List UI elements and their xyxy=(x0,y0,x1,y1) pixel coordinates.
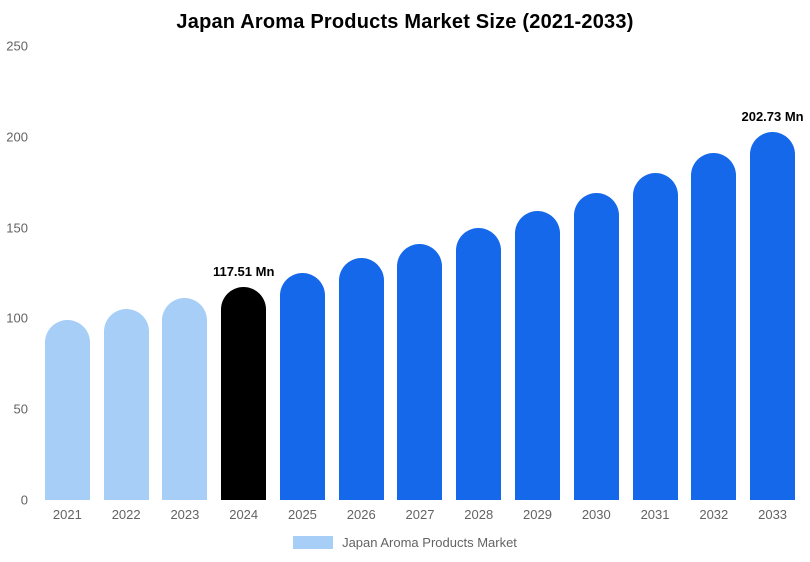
bar-column-2032 xyxy=(684,46,743,500)
legend: Japan Aroma Products Market xyxy=(0,535,810,550)
x-axis-label-2026: 2026 xyxy=(346,507,376,522)
x-axis-label-2021: 2021 xyxy=(52,507,82,522)
bar-column-2021 xyxy=(38,46,97,500)
y-axis-tick-0: 0 xyxy=(20,492,28,508)
bar-column-2033: 202.73 Mn xyxy=(741,46,804,500)
bar-column-2024: 117.51 Mn xyxy=(213,46,274,500)
bar-2028[interactable] xyxy=(456,227,502,500)
y-axis: 0 50 100 150 200 250 xyxy=(0,39,30,508)
x-axis-label-2032: 2032 xyxy=(699,507,729,522)
legend-label: Japan Aroma Products Market xyxy=(342,535,517,550)
bar-column-2027 xyxy=(391,46,450,500)
bar-2023[interactable] xyxy=(162,298,208,500)
chart-title: Japan Aroma Products Market Size (2021-2… xyxy=(176,11,634,33)
y-axis-tick-100: 100 xyxy=(6,310,28,326)
plot-area: 117.51 Mn 202.73 Mn xyxy=(38,46,804,500)
y-axis-tick-200: 200 xyxy=(6,129,28,145)
x-axis-label-2029: 2029 xyxy=(523,507,552,522)
bar-column-2025 xyxy=(273,46,332,500)
bar-2024[interactable]: 117.51 Mn xyxy=(213,264,274,500)
bar-2033[interactable]: 202.73 Mn xyxy=(741,109,804,500)
x-axis: 2021 2022 2023 2024 2025 2026 2027 2028 2029 2030… xyxy=(38,507,802,522)
legend-swatch xyxy=(293,536,334,549)
x-axis-label-2024: 2024 xyxy=(229,507,259,522)
bar-2026[interactable] xyxy=(338,258,384,500)
bar-2031[interactable] xyxy=(632,173,678,500)
bar-2021[interactable] xyxy=(44,320,90,500)
bar-2025[interactable] xyxy=(279,273,325,500)
bar-2032[interactable] xyxy=(691,153,737,500)
y-axis-tick-250: 250 xyxy=(6,38,28,54)
y-axis-tick-50: 50 xyxy=(13,401,28,417)
bar-column-2031 xyxy=(626,46,685,500)
x-axis-label-2023: 2023 xyxy=(170,507,200,522)
x-axis-label-2033: 2033 xyxy=(758,507,788,522)
x-axis-label-2027: 2027 xyxy=(405,507,435,522)
bar-column-2028 xyxy=(449,46,508,500)
bar-2022[interactable] xyxy=(103,309,149,500)
bar-column-2029 xyxy=(508,46,567,500)
x-axis-label-2022: 2022 xyxy=(111,507,141,522)
bar-column-2030 xyxy=(567,46,626,500)
bar-column-2023 xyxy=(156,46,215,500)
bar-2030[interactable] xyxy=(573,193,619,500)
x-axis-label-2028: 2028 xyxy=(464,507,494,522)
x-axis-label-2031: 2031 xyxy=(640,507,670,522)
bar-column-2022 xyxy=(97,46,156,500)
bar-2027[interactable] xyxy=(397,243,443,500)
bar-column-2026 xyxy=(332,46,391,500)
value-label-2033: 202.73 Mn xyxy=(741,108,804,124)
y-axis-tick-150: 150 xyxy=(6,220,28,236)
value-label-2024: 117.51 Mn xyxy=(212,263,275,279)
x-axis-label-2025: 2025 xyxy=(287,507,317,522)
bar-2029[interactable] xyxy=(515,211,560,500)
x-axis-label-2030: 2030 xyxy=(581,507,611,522)
